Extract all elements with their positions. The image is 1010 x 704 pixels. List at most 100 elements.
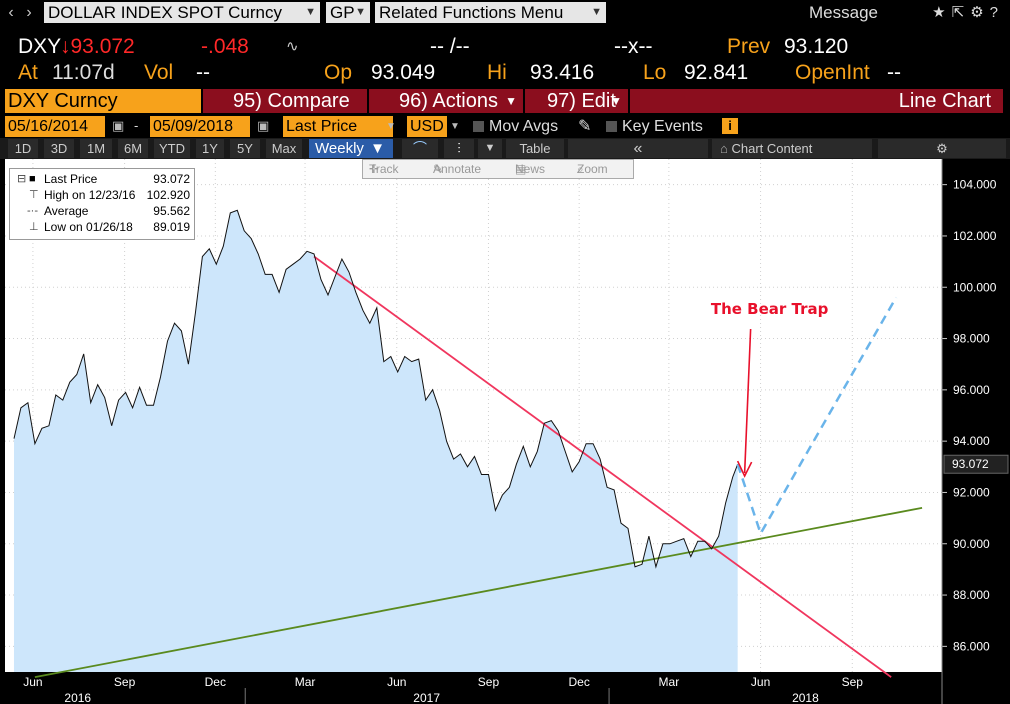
chevron-left-icon[interactable]: ‹ [8,4,14,21]
zoom-icon: ⌕ [577,162,584,176]
period-5y[interactable]: 5Y [230,139,260,158]
security-field[interactable]: DOLLAR INDEX SPOT Curncy ▼ [44,2,320,23]
security-ticker-field[interactable]: DXY Curncy [5,89,201,113]
pencil-icon[interactable]: ✎ [578,118,592,135]
edit-button[interactable]: 97) Edit ▼ [525,89,628,113]
period-3d[interactable]: 3D [44,139,74,158]
bar-chart-icon[interactable]: ⫶ [444,139,474,158]
period-1d[interactable]: 1D [8,139,38,158]
collapse-icon[interactable]: ⊟ [17,173,27,185]
axis-background [942,159,1010,704]
gear-icon[interactable]: ⚙ [878,139,1006,158]
average-marker-icon: -·- [27,205,38,217]
frequency-select[interactable]: Weekly ▼ [309,139,393,158]
chart-legend: ⊟ ■ Last Price 93.072 ⊤ High on 12/23/16… [9,168,195,240]
actions-button[interactable]: 96) Actions ▼ [369,89,523,113]
price-chart[interactable]: The Bear Trap 104.000 102.000 100.000 98.00… [0,159,1010,704]
x-year-label: 2018 [792,691,819,704]
legend-label: Average [44,204,89,218]
period-6m[interactable]: 6M [118,139,148,158]
vol-label: Vol [144,61,174,84]
period-bar: 1D 3D 1M 6M YTD 1Y 5Y Max Weekly ▼ ⌒ ⫶ ▼ … [0,138,1010,159]
chevron-down-icon[interactable]: ▼ [450,121,460,132]
lines [13,209,923,679]
field-select[interactable]: Last Price [283,116,393,137]
high-marker-icon: ⊤ [29,189,39,201]
period-1y[interactable]: 1Y [196,139,224,158]
toolbar-icons: ★⇱⚙? [932,3,1004,21]
legend-label: High on 12/23/16 [44,188,136,202]
chart-content-button[interactable]: ⌂ Chart Content [712,139,872,158]
x-tick-label: Mar [295,675,316,689]
x-tick-label: Dec [568,675,589,689]
line-chart-icon[interactable]: ⌒ [402,139,438,158]
chevron-down-icon: ▼ [370,140,385,157]
y-tick-label: 92.000 [953,485,990,499]
open-label: Op [324,61,353,84]
news-icon: ▤ [515,162,527,176]
quote-row-1: DXY ↓93.072 -.048 ∿ -- /-- --x-- Prev 93… [0,34,1010,60]
legend-average: -·- Average 95.562 [10,203,196,219]
legend-value: 95.562 [153,204,190,218]
openint-value: -- [887,61,901,84]
period-ytd[interactable]: YTD [154,139,190,158]
legend-value: 89.019 [153,220,190,234]
chevron-right-icon[interactable]: › [26,4,32,21]
key-events-toggle[interactable]: Key Events [606,118,703,135]
legend-high: ⊤ High on 12/23/16 102.920 [10,187,196,203]
mov-avgs-label: Mov Avgs [489,118,559,135]
function-field[interactable]: GP ▼ [326,2,370,23]
annotation-arrow-head [736,460,753,478]
star-icon[interactable]: ★ [932,4,952,21]
bid-ask: -- /-- [430,35,470,58]
prev-value: 93.120 [784,35,849,58]
help-icon[interactable]: ? [989,4,1004,21]
info-icon[interactable]: i [722,118,738,134]
period-1m[interactable]: 1M [80,139,112,158]
related-functions-menu[interactable]: Related Functions Menu ▼ [375,2,606,23]
low-marker-icon: ⊥ [29,221,39,233]
end-date-field[interactable]: 05/09/2018 [150,116,250,137]
annotation-arrow-line [743,328,752,474]
chart-settings-bar: 05/16/2014 ▣ - 05/09/2018 ▣ Last Price ▼… [0,114,1010,138]
settings-icon[interactable]: ⚙ [970,4,990,21]
period-max[interactable]: Max [266,139,302,158]
checkbox[interactable] [606,121,617,132]
pencil-icon: ✎ [433,162,444,176]
y-tick-label: 88.000 [953,588,990,602]
x-tick-label: Jun [751,675,770,689]
open-value: 93.049 [371,61,436,84]
calendar-icon[interactable]: ▣ [257,118,270,133]
high-label: Hi [487,61,507,84]
chevron-down-icon: ▼ [591,6,602,18]
high-value: 93.416 [530,61,595,84]
checkbox[interactable] [473,121,484,132]
chart-content-label: Chart Content [731,141,813,156]
mov-avgs-toggle[interactable]: Mov Avgs [473,118,558,135]
message-button[interactable]: Message [809,3,878,22]
legend-label: Low on 01/26/18 [44,220,133,234]
track-label: Track [369,162,399,176]
table-button[interactable]: Table [506,139,564,158]
uptrend-line [34,506,923,679]
calendar-icon[interactable]: ▣ [112,118,125,133]
frequency-label: Weekly [315,140,364,157]
sparkline-icon: ∿ [286,38,299,55]
collapse-left-icon[interactable]: « [568,139,708,158]
compare-button[interactable]: 95) Compare [203,89,367,113]
x-tick-label: Jun [23,675,42,689]
price-area-fill [13,210,738,673]
chevron-down-icon: ▼ [355,6,366,18]
legend-low: ⊥ Low on 01/26/18 89.019 [10,219,196,235]
downtrend-line [313,255,892,678]
chevron-down-icon[interactable]: ▼ [478,139,502,158]
chevron-down-icon: ▼ [505,94,517,108]
start-date-field[interactable]: 05/16/2014 [5,116,105,137]
export-icon[interactable]: ⇱ [951,4,971,21]
quote-row-2: At 11:07d Vol -- Op 93.049 Hi 93.416 Lo … [0,60,1010,86]
chevron-down-icon: ▼ [610,94,622,108]
x-axis: Jun Sep Dec Mar Jun Sep Dec Mar Jun Sep 2016 2017 20… [23,675,863,704]
chart-header-bar: DXY Curncy 95) Compare 96) Actions ▼ 97)… [0,88,1010,114]
command-bar: ‹ › DOLLAR INDEX SPOT Curncy ▼ GP ▼ Rela… [0,0,1010,26]
currency-select[interactable]: USD [407,116,447,137]
